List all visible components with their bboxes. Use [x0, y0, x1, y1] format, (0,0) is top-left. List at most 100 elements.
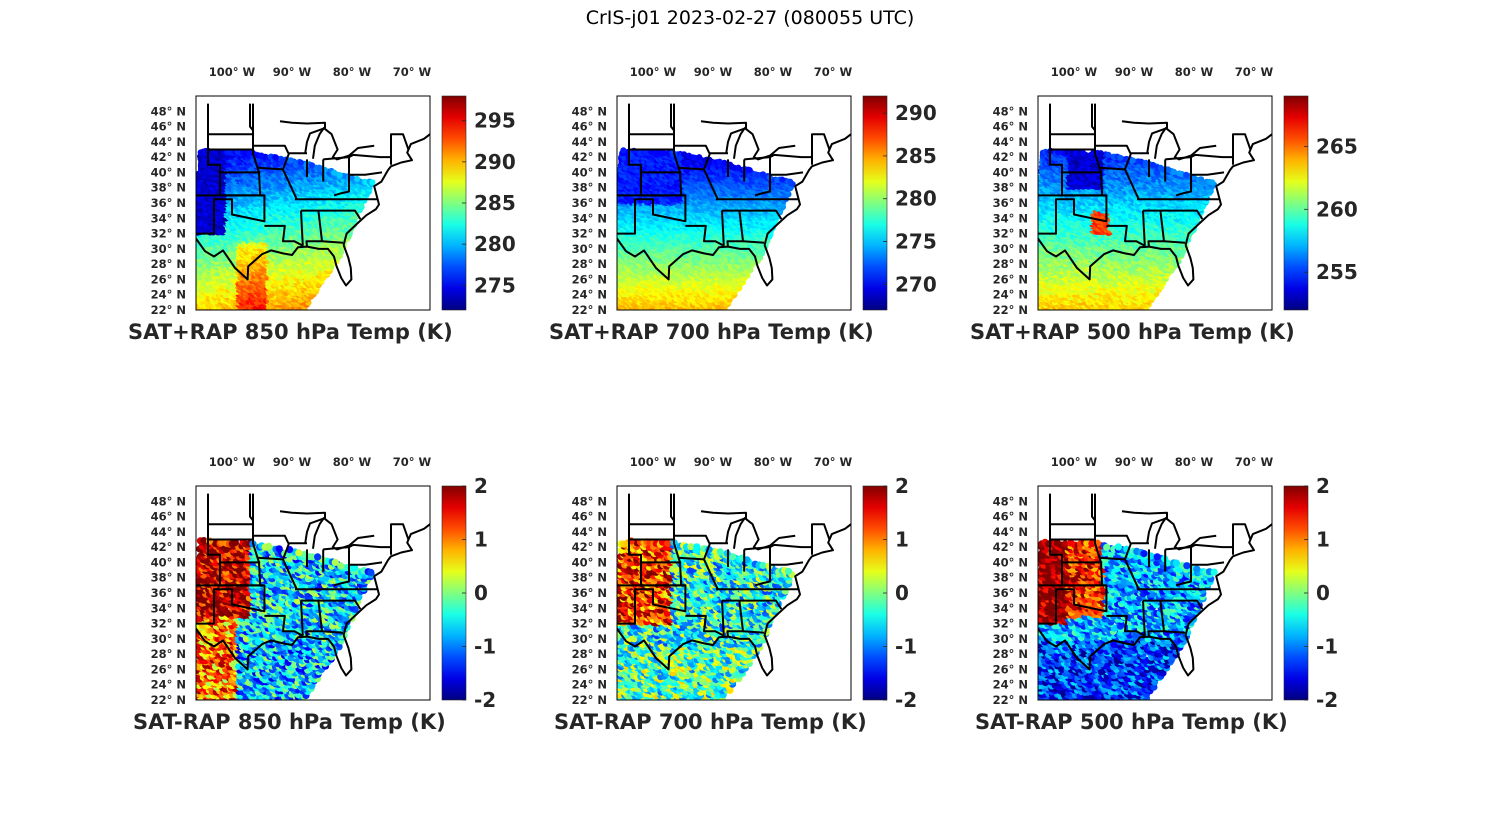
data-point — [657, 310, 663, 316]
data-point — [227, 311, 233, 317]
data-point — [281, 310, 287, 316]
data-point — [216, 310, 222, 316]
data-point — [627, 311, 633, 317]
lat-tick-label: 44° N — [151, 135, 186, 149]
boundary-line — [257, 152, 307, 171]
boundary-line — [321, 240, 344, 244]
data-point — [196, 309, 197, 310]
boundary-line — [301, 209, 362, 220]
lat-tick-label: 30° N — [151, 242, 186, 256]
data-point — [631, 309, 633, 310]
data-point — [257, 311, 263, 317]
boundary-line — [279, 120, 326, 154]
boundary-line — [282, 168, 298, 200]
data-point — [667, 310, 673, 316]
data-point — [716, 311, 722, 317]
boundary-line — [312, 127, 375, 161]
colorbar-tick-label: 285 — [474, 191, 516, 215]
map-svg: 100° W 90° W 80° W 70° W 48° N 46° N44° N42° … — [151, 65, 516, 317]
data-point — [646, 310, 652, 316]
lat-tick-label: 38° N — [151, 181, 186, 195]
data-point — [205, 310, 211, 316]
boundary-line — [390, 133, 410, 165]
lat-tick-label: 32° N — [151, 227, 186, 241]
lon-tick-label: 80° W — [333, 65, 372, 79]
colorbar-tick-label: 280 — [474, 232, 516, 256]
data-point — [658, 311, 664, 317]
data-point — [331, 169, 338, 176]
data-point — [316, 164, 323, 171]
data-point — [232, 310, 238, 316]
colorbar-tick-label: 275 — [474, 273, 516, 297]
data-point — [336, 172, 343, 179]
data-point — [196, 300, 197, 304]
lon-tick-label: 90° W — [273, 65, 312, 79]
map-svg: 100° W 90° W 80° W 70° W48° N46° N44° N42° … — [572, 65, 937, 317]
data-point — [276, 310, 282, 316]
boundary-line — [305, 210, 323, 247]
boundary-line — [342, 133, 430, 246]
data-point — [196, 297, 197, 301]
data-point — [613, 310, 619, 316]
data-point — [221, 310, 227, 316]
data-point — [239, 309, 242, 310]
data-point — [714, 309, 717, 310]
data-point — [272, 154, 279, 161]
boundary-line — [249, 103, 290, 154]
lat-tick-label: 22° N — [151, 303, 186, 317]
boundary-line — [252, 103, 262, 196]
data-point — [369, 179, 376, 186]
data-point — [636, 310, 642, 316]
lat-tick-label: 46° N — [151, 120, 186, 134]
data-point — [624, 310, 630, 316]
data-point — [203, 310, 209, 316]
boundary-line — [333, 174, 350, 197]
lat-tick-label: 28° N — [151, 257, 186, 271]
data-point — [270, 311, 276, 317]
data-point — [285, 311, 291, 317]
lon-tick-label: 100° W — [209, 65, 256, 79]
data-point — [644, 310, 650, 316]
data-point — [287, 157, 294, 164]
colorbar-tick-label: 295 — [474, 109, 516, 133]
data-point — [681, 309, 684, 310]
boundary-line — [264, 224, 304, 247]
data-point — [308, 162, 316, 169]
data-point — [297, 159, 304, 166]
data-point — [618, 311, 624, 317]
data-point — [246, 309, 249, 310]
boundary-line — [348, 153, 391, 159]
data-point — [348, 174, 355, 181]
lat-tick-label: 26° N — [151, 272, 186, 286]
data-point — [212, 309, 215, 310]
data-point — [705, 311, 711, 317]
map-panel-1: 100° W 90° W 80° W 70° W 48° N 46° N 44° N 42° … — [116, 51, 536, 351]
data-point — [651, 311, 657, 317]
lon-tick-label: 70° W — [393, 65, 432, 79]
boundary-line — [196, 103, 266, 235]
data-point — [196, 293, 197, 297]
data-points — [613, 147, 796, 317]
data-point — [694, 310, 700, 316]
data-point — [253, 311, 259, 317]
figure-title: CrIS-j01 2023-02-27 (080055 UTC) — [585, 7, 915, 29]
data-point — [641, 311, 647, 317]
lat-tick-label: 34° N — [151, 211, 186, 225]
lat-tick-label: 24° N — [151, 288, 186, 302]
data-point — [353, 175, 361, 183]
lat-tick-label: 36° N — [151, 196, 186, 210]
lat-tick-label: 40° N — [151, 165, 186, 179]
data-point — [258, 152, 265, 159]
panel-title: SAT+RAP 850 hPa Temp (K) — [128, 320, 453, 344]
map-panel-2: 100° W 90° W 80° W 70° W 48° N 46° N 44° N 42° … — [537, 51, 957, 351]
boundary-line — [196, 236, 353, 287]
lat-tick-label: 48° N — [151, 104, 186, 118]
map-frame — [195, 95, 431, 311]
data-point — [638, 310, 644, 316]
colorbar-tick-label: 290 — [474, 150, 516, 174]
lat-tick-label: 42° N — [151, 150, 186, 164]
data-point — [261, 310, 267, 316]
state-boundaries — [196, 103, 430, 287]
boundary-line — [300, 210, 304, 246]
data-point — [300, 309, 302, 310]
